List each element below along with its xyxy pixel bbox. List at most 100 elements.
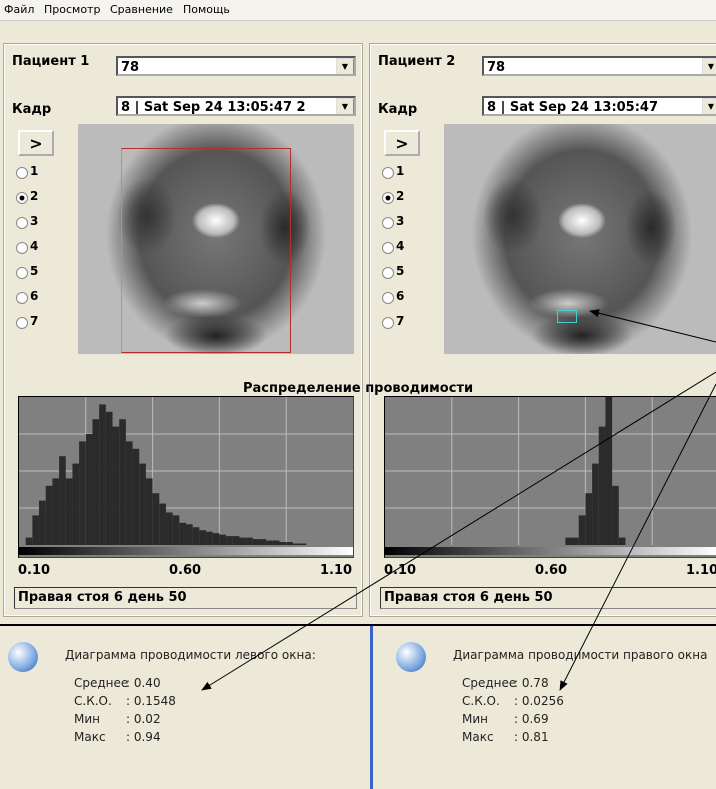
histogram-bar — [113, 427, 120, 545]
radio-label: 3 — [396, 214, 404, 228]
radio-label: 4 — [30, 239, 38, 253]
histogram-bar — [32, 515, 39, 545]
patient-label: Пациент 2 — [378, 54, 455, 69]
stat-value: : 0.40 — [126, 676, 161, 690]
histogram-bar — [26, 538, 33, 545]
histogram-bar — [133, 449, 140, 545]
radio-button[interactable] — [382, 217, 394, 229]
histogram-bar — [266, 541, 273, 545]
histogram-bar — [246, 538, 253, 545]
dialog-title: Диаграмма проводимости левого окна: — [65, 648, 316, 662]
histogram-bar — [146, 478, 153, 545]
radio-button[interactable] — [16, 317, 28, 329]
histogram-bar — [213, 533, 220, 545]
radio-button[interactable] — [16, 292, 28, 304]
histogram-bar — [66, 478, 73, 545]
histogram — [18, 396, 354, 558]
radio-label: 7 — [396, 314, 404, 328]
radio-label: 7 — [30, 314, 38, 328]
x-tick-label: 0.60 — [169, 563, 201, 578]
histogram-bar — [286, 542, 293, 545]
histogram-bar — [99, 404, 106, 545]
x-tick-label: 1.10 — [686, 563, 716, 578]
dialog-title: Диаграмма проводимости правого окна — [453, 648, 707, 662]
histogram-bar — [92, 419, 99, 545]
menu-item[interactable]: Просмотр — [44, 3, 100, 16]
histogram-bar — [153, 493, 160, 545]
menu-item[interactable]: Сравнение — [110, 3, 173, 16]
stat-label: С.К.О. — [74, 694, 112, 708]
radio-button[interactable] — [382, 317, 394, 329]
info-icon — [396, 642, 426, 672]
histogram-bar — [139, 464, 146, 545]
histogram-bar — [233, 536, 240, 545]
next-button[interactable]: > — [18, 130, 54, 156]
radio-button[interactable] — [16, 192, 28, 204]
stat-label: Макс — [74, 730, 106, 744]
histogram-bar — [565, 538, 572, 545]
histogram-bar — [259, 539, 266, 545]
stat-value: : 0.69 — [514, 712, 549, 726]
menu-item[interactable]: Помощь — [183, 3, 230, 16]
stat-value: : 0.81 — [514, 730, 549, 744]
radio-label: 2 — [30, 189, 38, 203]
radio-button[interactable] — [382, 192, 394, 204]
patient-combo[interactable]: 78▼ — [116, 56, 356, 76]
x-tick-label: 0.10 — [18, 563, 50, 578]
frame-label: Кадр — [12, 102, 51, 117]
stat-label: Среднее — [462, 676, 516, 690]
menu-bar — [0, 0, 716, 21]
histogram-bar — [206, 532, 213, 545]
radio-label: 4 — [396, 239, 404, 253]
histogram-bar — [612, 486, 619, 545]
histogram-bar — [79, 441, 86, 545]
stat-value: : 0.1548 — [126, 694, 176, 708]
stat-label: Макс — [462, 730, 494, 744]
stat-label: С.К.О. — [462, 694, 500, 708]
menu-item[interactable]: Файл — [4, 3, 34, 16]
radio-label: 5 — [30, 264, 38, 278]
radio-label: 5 — [396, 264, 404, 278]
frame-combo[interactable]: 8 | Sat Sep 24 13:05:47▼ — [482, 96, 716, 116]
thermal-image — [444, 124, 716, 354]
histogram-bar — [159, 504, 166, 545]
frame-combo[interactable]: 8 | Sat Sep 24 13:05:47 2▼ — [116, 96, 356, 116]
next-button[interactable]: > — [384, 130, 420, 156]
radio-label: 6 — [30, 289, 38, 303]
radio-button[interactable] — [382, 292, 394, 304]
histogram-bar — [592, 464, 599, 545]
histogram-bar — [273, 541, 280, 545]
histogram-bar — [599, 427, 606, 545]
histogram-bar — [166, 512, 173, 545]
radio-label: 6 — [396, 289, 404, 303]
x-tick-label: 0.10 — [384, 563, 416, 578]
stat-label: Мин — [74, 712, 100, 726]
patient-combo[interactable]: 78▼ — [482, 56, 716, 76]
radio-button[interactable] — [382, 267, 394, 279]
color-scale — [19, 547, 353, 555]
radio-button[interactable] — [16, 267, 28, 279]
histogram-bar — [572, 538, 579, 545]
color-scale — [385, 547, 716, 555]
radio-label: 3 — [30, 214, 38, 228]
stat-value: : 0.94 — [126, 730, 161, 744]
radio-button[interactable] — [382, 167, 394, 179]
radio-label: 2 — [396, 189, 404, 203]
radio-button[interactable] — [16, 242, 28, 254]
histogram-bar — [39, 501, 46, 545]
radio-button[interactable] — [16, 167, 28, 179]
stat-label: Среднее — [74, 676, 128, 690]
radio-label: 1 — [396, 164, 404, 178]
histogram-bar — [173, 515, 180, 545]
selection-rect — [557, 310, 577, 323]
radio-button[interactable] — [16, 217, 28, 229]
app-window: ФайлПросмотрСравнениеПомощьПациент 178▼К… — [0, 0, 716, 789]
histogram-bar — [219, 535, 226, 545]
stat-label: Мин — [462, 712, 488, 726]
histogram-bar — [119, 419, 126, 545]
radio-button[interactable] — [382, 242, 394, 254]
histogram-bar — [46, 486, 53, 545]
histogram-bar — [253, 539, 260, 545]
histogram — [384, 396, 716, 558]
histogram-bar — [59, 456, 66, 545]
